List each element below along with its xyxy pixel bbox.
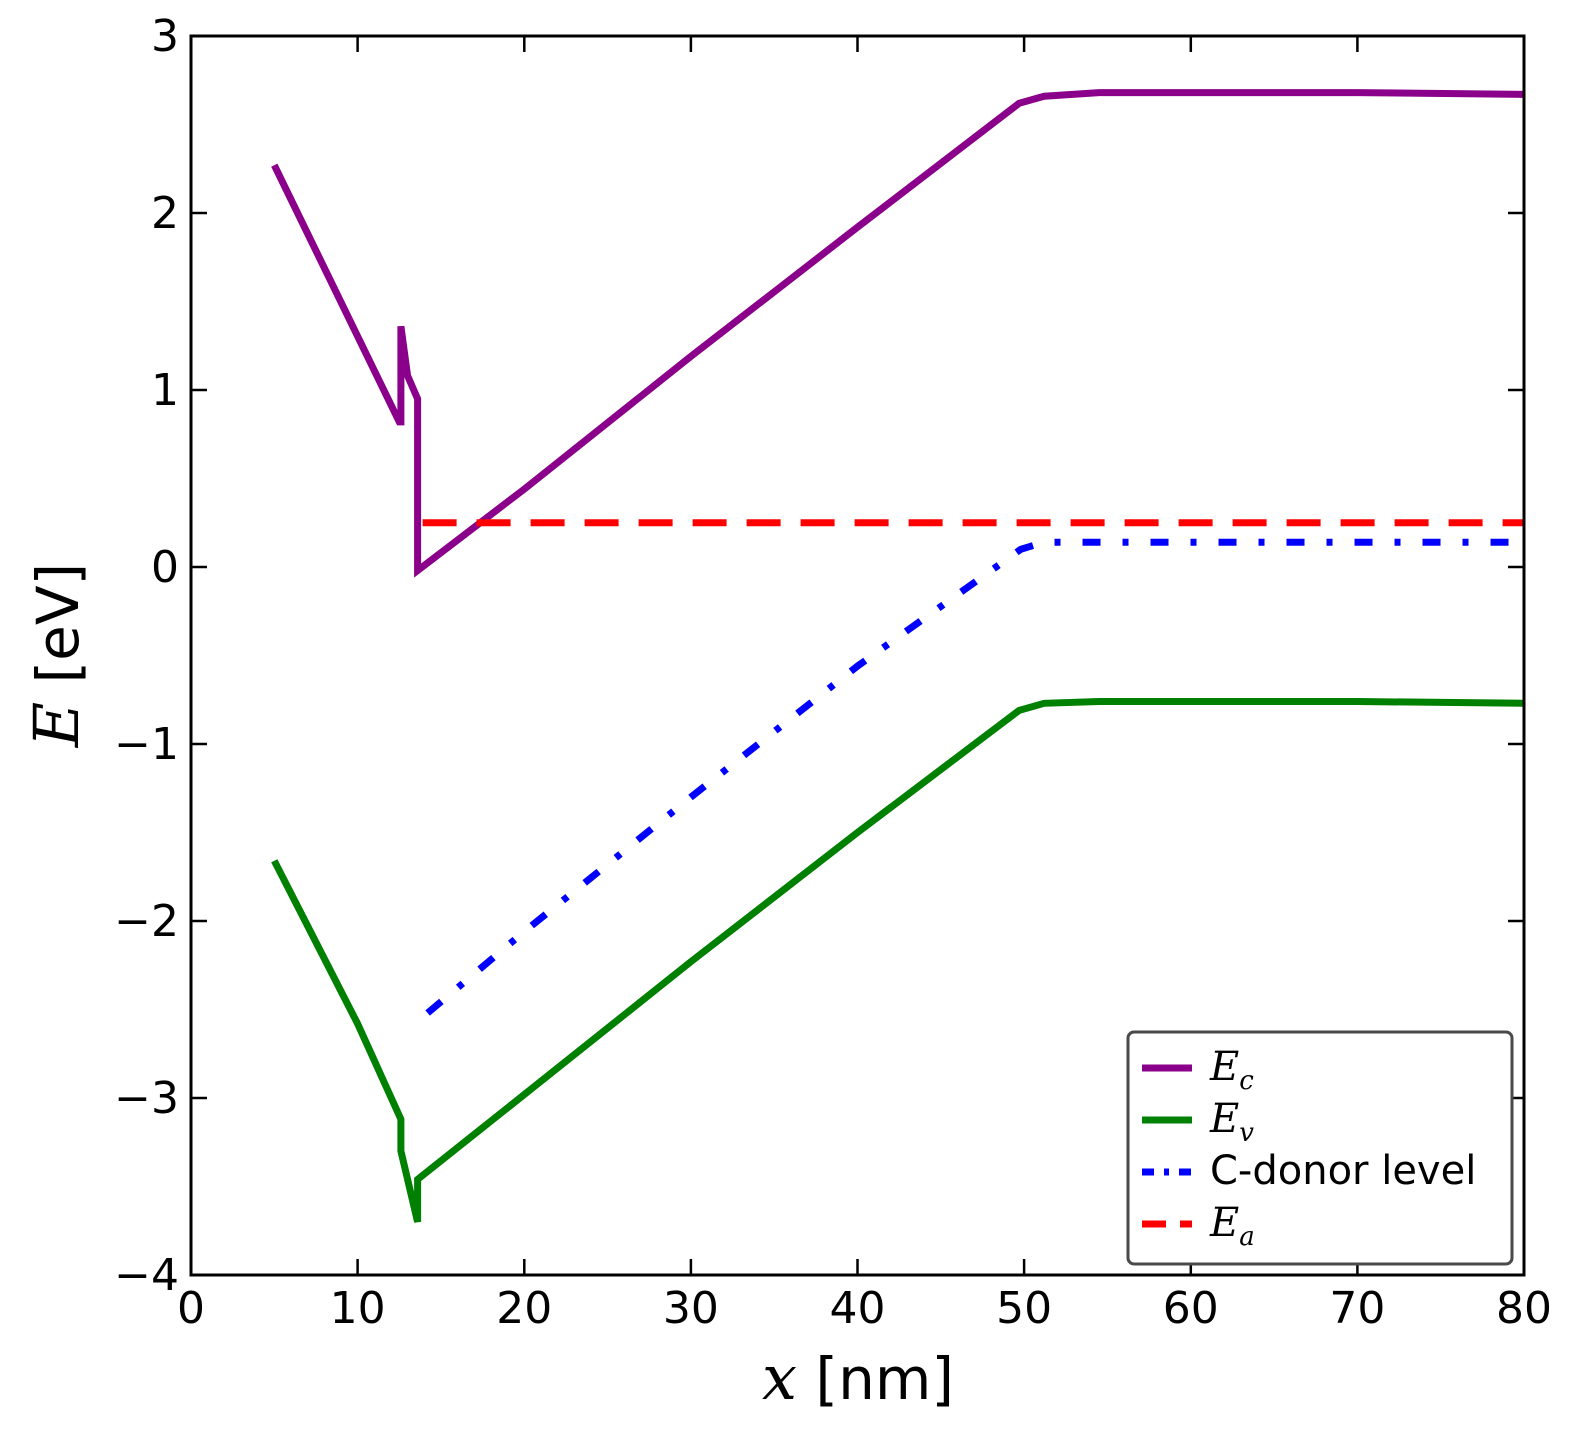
legend-label-ec: Ec [1209, 1044, 1254, 1096]
ticks-layer [189, 34, 1526, 1277]
series-line-ev [271, 698, 1525, 1223]
y-tick-label: −2 [114, 896, 179, 947]
legend-label-ea: Ea [1209, 1200, 1255, 1252]
legend: Ec Ev C-donor level Ea [1126, 1030, 1514, 1266]
x-tick-label: 80 [1496, 1283, 1552, 1334]
x-tick-label: 10 [330, 1283, 386, 1334]
x-tick-label: 40 [830, 1283, 886, 1334]
y-axis-label: E [eV] [20, 563, 93, 748]
x-tick-label: 50 [996, 1283, 1052, 1334]
y-tick-label: −1 [114, 719, 179, 770]
x-tick-label: 20 [496, 1283, 552, 1334]
x-tick-label: 60 [1163, 1283, 1219, 1334]
y-tick-label: −4 [114, 1250, 179, 1301]
legend-label-ev: Ev [1209, 1096, 1254, 1148]
x-axis-label: x [nm] [762, 1341, 954, 1414]
legend-box [1126, 1030, 1514, 1266]
x-tick-label: 30 [663, 1283, 719, 1334]
legend-label-donor: C-donor level [1210, 1148, 1476, 1194]
y-tick-label: 2 [151, 188, 179, 239]
tick-labels-layer: 0 10 20 30 40 50 60 70 80 −4 −3 −2 −1 0 1 2 3 [114, 11, 1552, 1334]
y-tick-label: −3 [114, 1073, 179, 1124]
y-tick-label: 0 [151, 542, 179, 593]
series-line-donor [425, 538, 1524, 1016]
series-layer [271, 89, 1525, 1223]
x-tick-label: 0 [177, 1283, 205, 1334]
y-tick-label: 3 [151, 11, 179, 62]
series-line-ec [271, 89, 1525, 578]
x-tick-label: 70 [1329, 1283, 1385, 1334]
y-tick-label: 1 [151, 365, 179, 416]
